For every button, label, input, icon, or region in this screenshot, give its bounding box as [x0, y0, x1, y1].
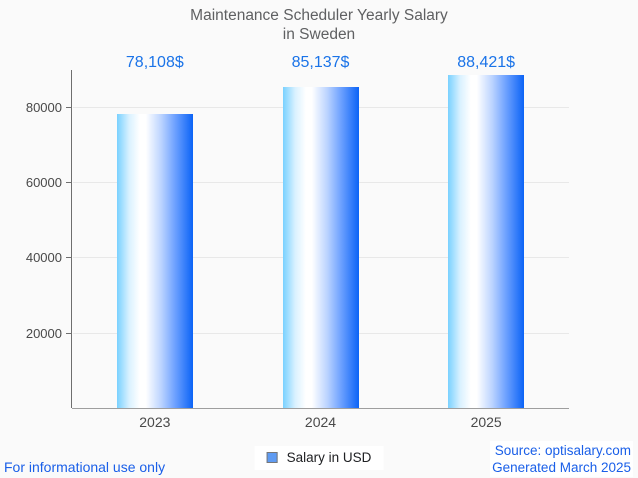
legend-label: Salary in USD	[286, 450, 372, 465]
y-tick-mark	[66, 181, 72, 183]
chart-title-line2: in Sweden	[282, 26, 356, 43]
y-tick-mark	[66, 106, 72, 108]
x-axis-label-2023: 2023	[139, 414, 171, 430]
bar-value-label-2025: 88,421$	[457, 54, 516, 71]
x-axis-label-2024: 2024	[304, 414, 337, 430]
source-link[interactable]: Source: optisalary.com	[494, 443, 631, 458]
y-axis-line	[71, 70, 72, 408]
generated-date: Generated March 2025	[492, 460, 631, 475]
plot-area	[72, 72, 569, 408]
bar-2023	[116, 113, 193, 408]
y-tick-label: 60000	[25, 174, 62, 190]
legend-swatch-icon	[266, 452, 278, 463]
x-axis-line	[72, 408, 569, 409]
y-tick-mark	[66, 332, 72, 334]
bar-2025	[448, 74, 525, 408]
y-tick-label: 40000	[25, 250, 62, 266]
x-axis-label-2025: 2025	[470, 414, 502, 430]
disclaimer-text: For informational use only	[4, 459, 166, 475]
bar-2024	[282, 87, 359, 408]
chart-title-line1: Maintenance Scheduler Yearly Salary	[190, 7, 448, 24]
source-block: Source: optisalary.com Generated March 2…	[490, 441, 633, 477]
bar-value-label-2024: 85,137$	[291, 54, 350, 71]
legend: Salary in USD	[254, 446, 384, 470]
y-tick-label: 80000	[25, 99, 62, 115]
y-tick-label: 20000	[25, 325, 62, 341]
y-tick-mark	[66, 257, 72, 259]
chart-title: Maintenance Scheduler Yearly Salary in S…	[0, 6, 638, 44]
bar-value-label-2023: 78,108$	[125, 54, 184, 71]
